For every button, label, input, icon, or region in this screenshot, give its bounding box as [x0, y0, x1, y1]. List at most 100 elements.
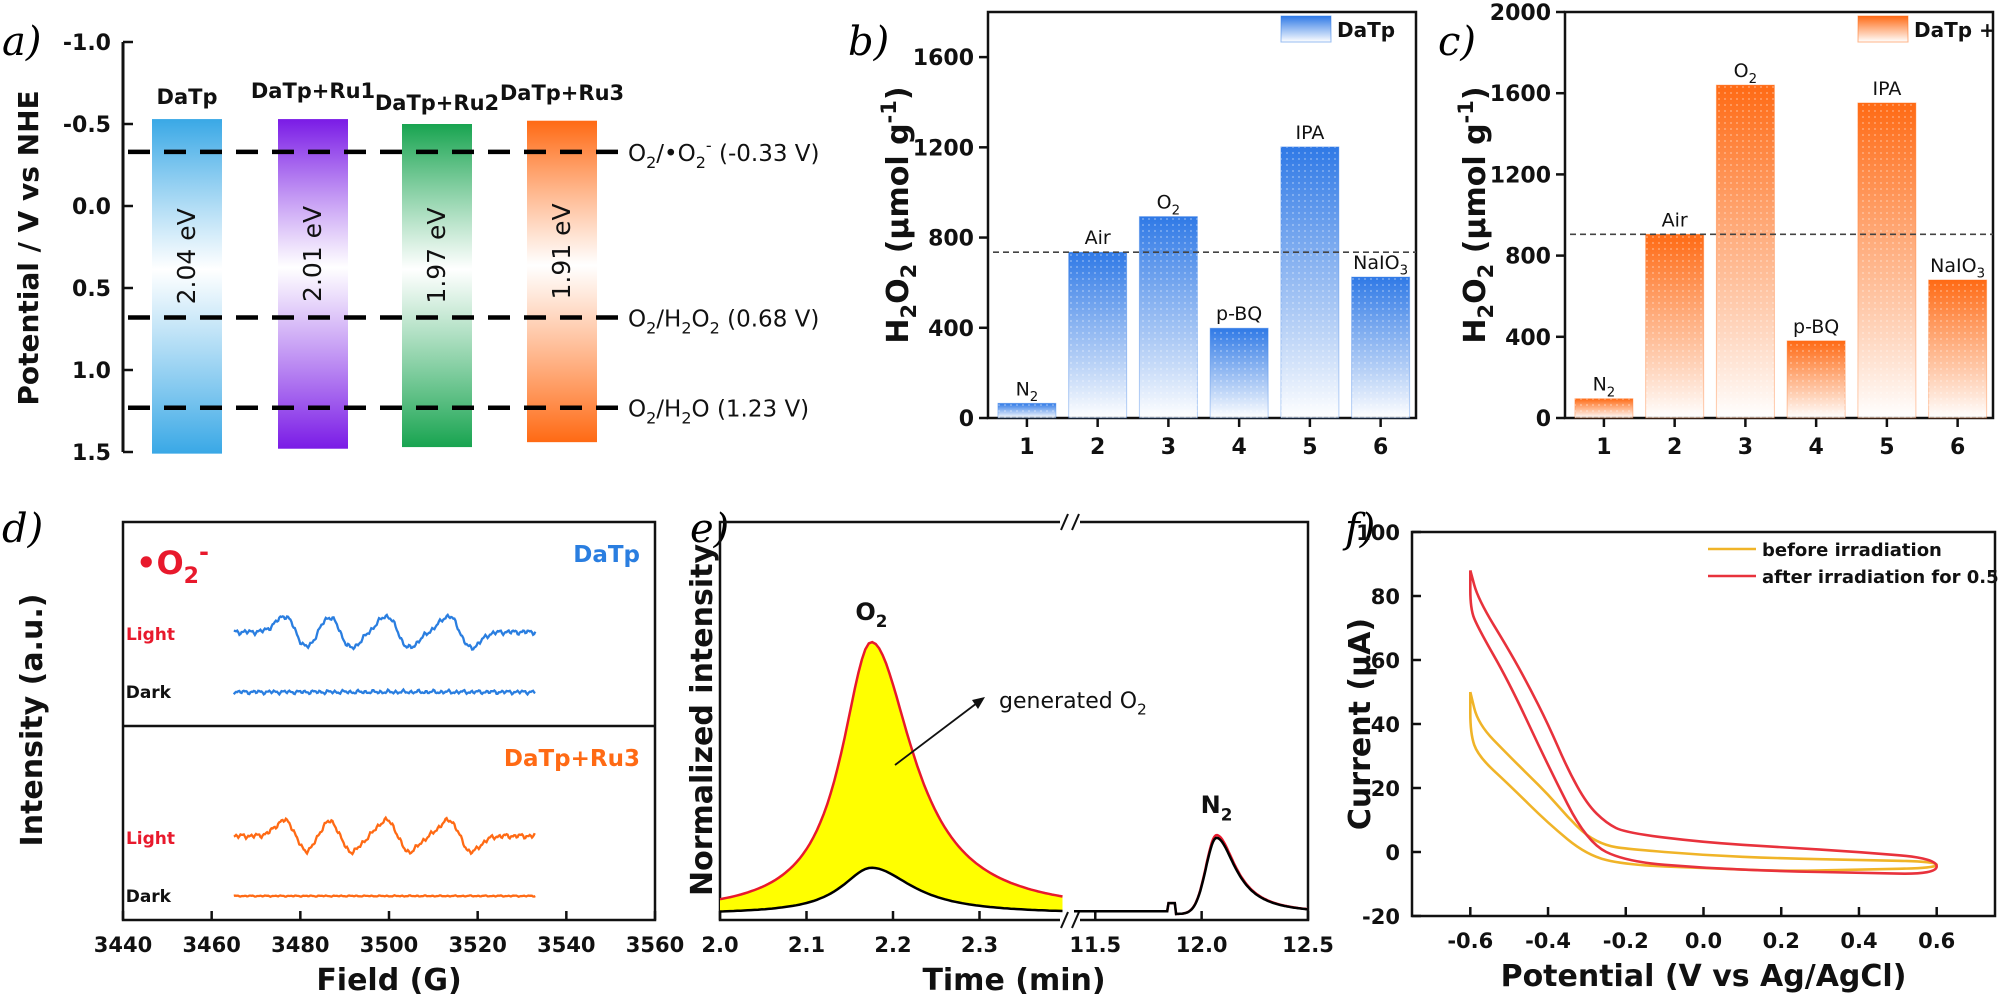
legend-swatch — [1280, 15, 1332, 43]
bar-label: IPA — [1872, 78, 1901, 100]
panel-e-label: e) — [690, 506, 729, 552]
bar-label: Air — [1662, 209, 1688, 231]
tick-label-y: 1.5 — [72, 441, 111, 466]
tick-label-y: -20 — [1362, 905, 1400, 929]
axis-label-y: H2O2 (μmol g-1) — [877, 86, 921, 343]
bar-label: O2 — [1734, 60, 1757, 87]
tick-label-y: 1600 — [913, 46, 974, 71]
band-label: DaTp+Ru3 — [500, 81, 624, 105]
panel-a-label: a) — [2, 19, 41, 65]
generated-o2-area — [720, 642, 1063, 912]
group-label: DaTp — [573, 542, 640, 568]
axis-label-x: Potential (V vs Ag/AgCl) — [1501, 959, 1907, 994]
band-gap-label: 2.01 eV — [298, 206, 327, 302]
tick-label-y: 800 — [1505, 245, 1551, 270]
bar-label: N2 — [1016, 378, 1039, 405]
bar-label: NaIO3 — [1353, 252, 1408, 279]
bar-texture — [1139, 216, 1198, 418]
tick-label-x: 3440 — [94, 933, 152, 957]
light-label: Light — [126, 829, 175, 849]
cv-curve — [1469, 691, 1939, 872]
tick-label-x: 0.4 — [1840, 929, 1877, 953]
tick-label-x: 3500 — [360, 933, 418, 957]
spectrum-light — [233, 613, 537, 651]
band-bar — [152, 119, 222, 454]
bar-texture — [1645, 234, 1704, 418]
band-label: DaTp+Ru2 — [375, 91, 499, 115]
bar-texture — [997, 403, 1056, 418]
axis-label-y: Intensity (a.u.) — [15, 594, 50, 847]
band-label: DaTp+Ru1 — [251, 79, 375, 103]
tick-label-x: 3 — [1161, 435, 1176, 460]
panel-f-cv-curves: -0.6 -0.4 -0.2 0.0 0.2 0.4 0.6 -20 0 20 40 60 80 100 P… — [1343, 521, 2000, 994]
tick-label-x: 2 — [1090, 435, 1105, 460]
tick-label-y: 0.5 — [72, 277, 111, 302]
legend-label: after irradiation for 0.5 h — [1762, 567, 2000, 588]
band-gap-label: 1.91 eV — [547, 203, 576, 299]
plot-frame — [1563, 10, 1995, 420]
bar-texture — [1210, 328, 1269, 418]
axis-label-y: Potential / V vs NHE — [12, 90, 45, 405]
tick-label-y: 0 — [1385, 841, 1400, 865]
tick-label-x: 1 — [1596, 435, 1611, 460]
tick-label-x: 12.5 — [1282, 933, 1334, 957]
tick-label-y: 800 — [928, 227, 974, 252]
band-label: DaTp — [157, 85, 218, 109]
spectrum-dark — [232, 687, 536, 697]
tick-label-x: 6 — [1950, 435, 1965, 460]
reference-line-label: O2/•O2- (-0.33 V) — [628, 136, 820, 172]
tick-label-y: 1200 — [913, 136, 974, 161]
chromatogram-before — [719, 836, 1308, 916]
tick-label-x: 2 — [1667, 435, 1682, 460]
tick-label-x: 2.1 — [788, 933, 825, 957]
bar-texture — [1787, 340, 1846, 418]
bar-texture — [1716, 85, 1775, 418]
annotation-arrowhead — [972, 697, 985, 709]
peak-label: O2 — [855, 598, 887, 631]
band-bar — [527, 120, 597, 443]
plot-frame — [121, 520, 657, 922]
tick-label-x: 3560 — [626, 933, 684, 957]
bar-label: NaIO3 — [1930, 255, 1985, 282]
tick-label-y: 400 — [928, 317, 974, 342]
reference-line-label: O2/H2O (1.23 V) — [628, 397, 809, 428]
plot-frame — [718, 520, 1310, 922]
dark-label: Dark — [126, 683, 172, 703]
tick-label-y: 1200 — [1490, 163, 1551, 188]
axis-label-y: H2O2 (μmol g-1) — [1454, 86, 1498, 343]
legend-label: DaTp + Ru3 — [1914, 18, 2000, 42]
tick-label-y: 40 — [1371, 713, 1400, 737]
bar-label: N2 — [1593, 374, 1616, 401]
panel-d-label: d) — [2, 506, 43, 552]
group-label: DaTp+Ru3 — [504, 746, 640, 772]
tick-label-x: 3540 — [537, 933, 595, 957]
tick-label-y: 0 — [959, 407, 974, 432]
tick-label-x: 3480 — [271, 933, 329, 957]
tick-label-x: 3 — [1738, 435, 1753, 460]
reference-line-label: O2/H2O2 (0.68 V) — [628, 307, 819, 338]
tick-label-y: 0.0 — [72, 195, 111, 220]
panel-d-epr-spectra: 3440 3460 3480 3500 3520 3540 3560 Field (G) Int… — [15, 520, 684, 998]
axis-break-mark — [1060, 513, 1069, 531]
axis-break-gap — [1060, 514, 1080, 530]
panel-c-bar-chart: 0 400 800 1200 1600 2000 1 N2 2 Air 3 O2 4 p-BQ 5 IPA 6 N… — [1454, 1, 2000, 460]
tick-label-y: 60 — [1371, 649, 1400, 673]
tick-label-y: 20 — [1371, 777, 1400, 801]
tick-label-x: -0.4 — [1525, 929, 1571, 953]
tick-label-y: 100 — [1356, 521, 1400, 545]
axis-label-x: Time (min) — [922, 963, 1105, 998]
tick-label-x: -0.2 — [1603, 929, 1649, 953]
tick-label-x: 3460 — [182, 933, 240, 957]
peak-label: N2 — [1201, 791, 1233, 824]
plot-frame — [986, 10, 1418, 420]
tick-label-x: 0.6 — [1918, 929, 1955, 953]
tick-label-x: 2.2 — [874, 933, 911, 957]
bar-label: p-BQ — [1216, 303, 1262, 325]
axis-break-mark — [1071, 513, 1080, 531]
tick-label-x: 6 — [1373, 435, 1388, 460]
tick-label-x: 0.0 — [1685, 929, 1722, 953]
tick-label-y: 2000 — [1490, 1, 1551, 26]
axis-label-x: Field (G) — [316, 963, 461, 998]
annotation-label: generated O2 — [999, 689, 1147, 719]
